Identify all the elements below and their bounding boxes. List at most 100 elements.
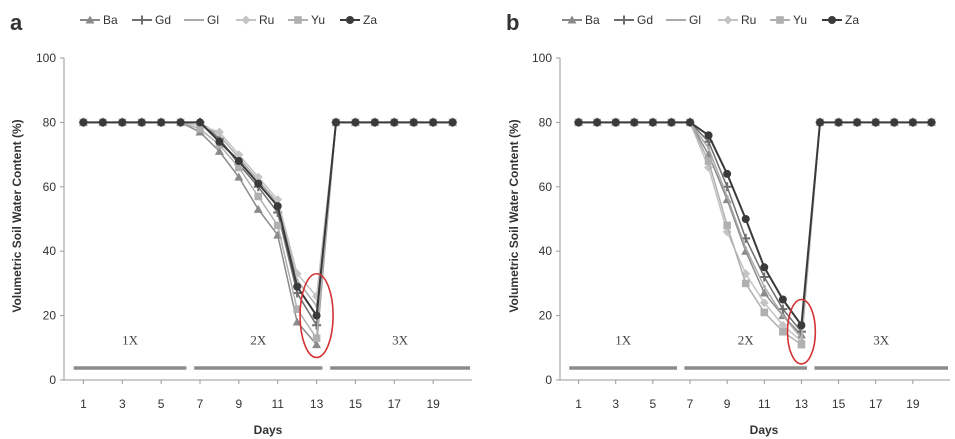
panel-b-phase-label: 2X — [738, 333, 755, 348]
panel-a-point-ru — [253, 172, 263, 182]
panel-b-point-za — [630, 118, 639, 127]
panel-b-y-axis-title: Volumetric Soil Water Content (%) — [507, 119, 521, 312]
panel-a-legend-marker-ba — [85, 15, 95, 24]
panel-b-series-line-gd — [578, 121, 932, 334]
panel-b-point-za — [611, 118, 620, 127]
panel-a-point-za — [409, 118, 418, 127]
panel-a-series — [78, 117, 458, 349]
panel-a-highlight — [299, 272, 334, 359]
panel-a-phases: 1X 2X 3X — [73, 333, 470, 370]
panel-a-phase-label: 3X — [392, 333, 409, 348]
panel-a-point-za — [448, 118, 457, 127]
panel-b-point-za — [834, 118, 843, 127]
panel-b-point-gl — [707, 146, 711, 150]
panel-b-series-line-gl — [578, 121, 932, 341]
panel-a-x-axis-title: Days — [254, 423, 283, 437]
panel-a-x-tick-label: 15 — [349, 397, 363, 411]
panel-a-point-ba — [292, 317, 302, 326]
panel-b-phase-label: 3X — [873, 333, 890, 348]
panel-b-point-za — [741, 215, 750, 223]
panel-b-x-tick-label: 9 — [724, 397, 731, 411]
panel-a-y-axis-title: Volumetric Soil Water Content (%) — [10, 119, 24, 312]
panel-b-y-tick-label: 100 — [532, 51, 552, 65]
panel-a-x-tick-label: 5 — [158, 397, 165, 411]
panel-a-y-tick-label: 60 — [43, 180, 57, 194]
panel-b-y-tick-label: 20 — [539, 309, 553, 323]
panel-b-point-yu — [723, 221, 731, 230]
panel-b-point-za — [686, 118, 694, 127]
panel-a-point-yu — [196, 125, 204, 133]
panel-a-point-ru — [273, 195, 283, 205]
panel-a: a Volumetric Soil Water Content (%) Days… — [10, 10, 472, 437]
panel-b-point-gl — [781, 314, 785, 318]
panel-b-point-za — [890, 118, 899, 127]
panel-a-label: a — [10, 10, 23, 35]
panel-a-legend-label-za: Za — [363, 13, 377, 27]
panel-b-legend-label-yu: Yu — [793, 13, 807, 27]
panel-a-point-ba — [312, 340, 322, 349]
panel-a-point-za — [79, 118, 88, 127]
panel-b-legend-marker-za — [828, 16, 836, 24]
panel-a-x-tick-label: 17 — [388, 397, 402, 411]
panel-a-phase-label: 2X — [250, 333, 267, 348]
panel-a-point-yu — [293, 305, 301, 313]
panel-b-series-line-yu — [578, 121, 932, 346]
panel-b-legend-label-gd: Gd — [637, 13, 653, 27]
panel-b-point-za — [593, 118, 602, 127]
panel-a-legend-marker-za — [346, 16, 354, 24]
panel-b: b Volumetric Soil Water Content (%) Days… — [506, 10, 950, 437]
panel-a-legend-marker-ru — [241, 15, 251, 25]
panel-a-y-ticks: 0 20 40 60 80 100 — [36, 51, 64, 387]
panel-a-series-line-yu — [83, 121, 453, 341]
panel-b-series-line-za — [578, 121, 932, 329]
panel-a-y-tick-label: 80 — [43, 115, 57, 129]
panel-b-x-tick-label: 3 — [612, 397, 619, 411]
panel-b-point-yu — [779, 327, 787, 336]
panel-a-point-za — [390, 118, 399, 127]
panel-b-point-za — [816, 118, 824, 127]
panel-b-point-gl — [725, 194, 729, 198]
panel-a-point-za — [176, 118, 185, 127]
panel-a-point-ba — [253, 204, 263, 213]
panel-a-point-za — [351, 118, 360, 127]
panel-b-x-tick-label: 7 — [687, 397, 694, 411]
panel-a-point-yu — [312, 334, 321, 342]
panel-a-point-ba — [214, 146, 224, 155]
panel-b-legend-marker-ba — [567, 15, 577, 24]
panel-b-point-za — [853, 118, 862, 127]
panel-a-legend-label-yu: Yu — [311, 13, 325, 27]
panel-b-point-za — [871, 118, 880, 127]
panel-a-point-yu — [273, 221, 282, 230]
panel-b-point-gd — [778, 304, 788, 314]
panel-a-x-tick-label: 7 — [197, 397, 204, 411]
panel-b-x-tick-label: 1 — [575, 397, 582, 411]
panel-b-point-yu — [741, 279, 750, 288]
panel-b-x-tick-label: 19 — [906, 397, 920, 411]
panel-a-point-ba — [234, 172, 244, 181]
panel-a-point-ru — [214, 127, 224, 137]
panel-b-x-ticks: 1 3 5 7 9 11 13 15 17 19 — [575, 380, 920, 411]
panel-b-point-gl — [744, 246, 748, 250]
panel-b-phase-label: 1X — [615, 333, 632, 348]
panel-a-x-tick-label: 9 — [236, 397, 243, 411]
panel-a-series-line-ru — [83, 121, 453, 299]
panel-b-point-yu — [797, 340, 806, 349]
panel-a-y-tick-label: 40 — [43, 244, 57, 258]
panel-a-legend-label-gd: Gd — [155, 13, 171, 27]
panel-a-point-gd — [312, 320, 322, 330]
panel-b-y-tick-label: 60 — [539, 180, 553, 194]
panel-b-label: b — [506, 10, 519, 35]
panel-a-point-za — [234, 157, 243, 166]
panel-b-x-tick-label: 15 — [832, 397, 846, 411]
panel-a-point-ru — [234, 150, 244, 160]
panel-a-point-za — [254, 179, 263, 188]
panel-a-point-za — [215, 137, 224, 146]
panel-b-point-za — [667, 118, 676, 127]
panel-b-legend-label-ba: Ba — [585, 13, 600, 27]
panel-b-point-za — [574, 118, 583, 127]
panel-a-point-za — [157, 118, 166, 127]
panel-a-legend-label-ru: Ru — [259, 13, 274, 27]
panel-b-series — [574, 117, 936, 349]
